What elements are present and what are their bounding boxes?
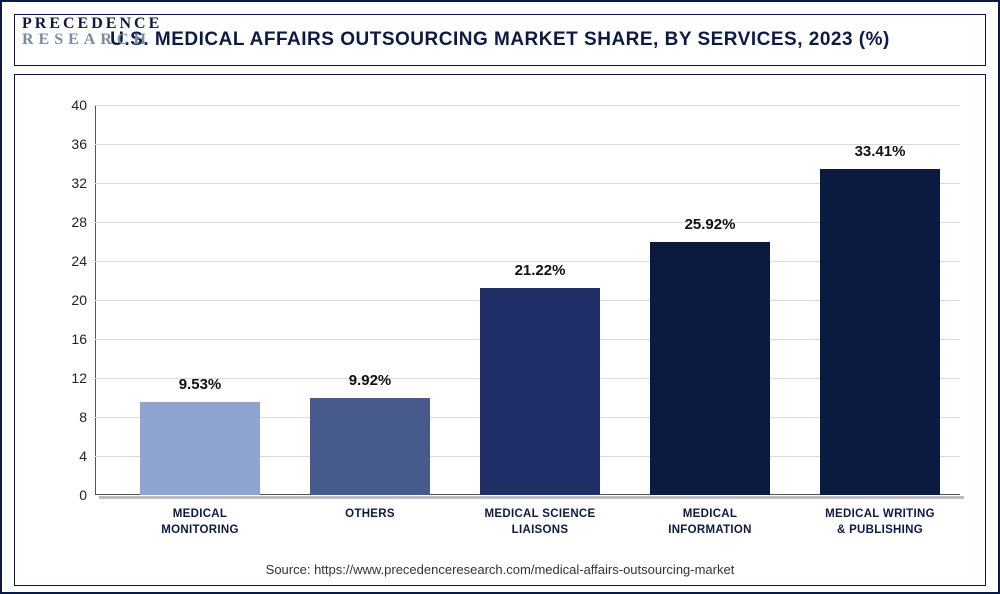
y-tick-label: 4	[55, 448, 87, 464]
y-tick-label: 0	[55, 487, 87, 503]
bar-value-label: 25.92%	[650, 216, 770, 233]
brand-logo: PRECEDENCE RESEARCH	[22, 16, 162, 48]
y-tick-label: 20	[55, 292, 87, 308]
bar-value-label: 21.22%	[480, 262, 600, 279]
x-tick-label: OTHERS	[290, 507, 450, 523]
bar-value-label: 33.41%	[820, 143, 940, 160]
x-axis-shadow	[99, 496, 964, 499]
y-tick-label: 12	[55, 370, 87, 386]
plot-area: 04812162024283236409.53%MEDICALMONITORIN…	[95, 105, 975, 495]
y-tick-label: 8	[55, 409, 87, 425]
bar-value-label: 9.53%	[140, 376, 260, 393]
y-tick-label: 32	[55, 175, 87, 191]
chart-title: U.S. MEDICAL AFFAIRS OUTSOURCING MARKET …	[25, 29, 975, 51]
y-tick-label: 16	[55, 331, 87, 347]
bar: 33.41%	[820, 169, 940, 495]
bar: 9.53%	[140, 402, 260, 495]
grid-line	[95, 105, 960, 106]
x-tick-label: MEDICAL SCIENCELIAISONS	[460, 507, 620, 538]
source-text: Source: https://www.precedenceresearch.c…	[15, 562, 985, 577]
x-tick-label: MEDICALMONITORING	[120, 507, 280, 538]
y-tick-label: 24	[55, 253, 87, 269]
y-tick-label: 28	[55, 214, 87, 230]
logo-line2: RESEARCH	[22, 32, 162, 48]
bar: 9.92%	[310, 398, 430, 495]
bar: 25.92%	[650, 242, 770, 495]
chart-box: 0 4 8 12 16 20 24 28 32 36 40 9.53% MEDICALMONITORIN…	[14, 74, 986, 586]
y-tick-label: 36	[55, 136, 87, 152]
logo-line1: PRECEDENCE	[22, 16, 162, 32]
x-tick-label: MEDICAL WRITING& PUBLISHING	[800, 507, 960, 538]
figure-container: PRECEDENCE RESEARCH U.S. MEDICAL AFFAIRS…	[0, 0, 1000, 594]
bar: 21.22%	[480, 288, 600, 495]
x-tick-label: MEDICALINFORMATION	[630, 507, 790, 538]
y-tick-label: 40	[55, 97, 87, 113]
bar-value-label: 9.92%	[310, 372, 430, 389]
